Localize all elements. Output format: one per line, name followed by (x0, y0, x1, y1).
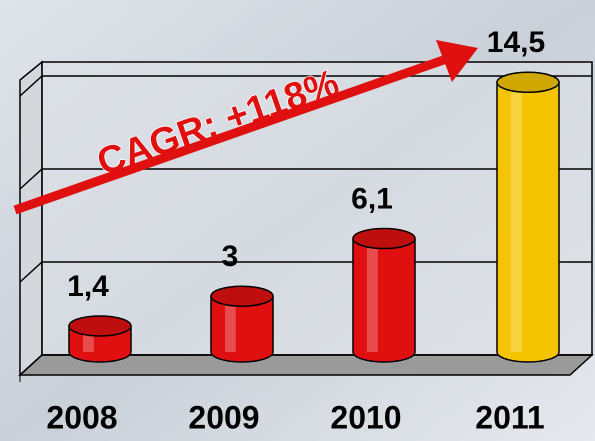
bar (496, 71, 560, 363)
value-label: 14,5 (487, 26, 545, 59)
bar (68, 315, 132, 363)
value-label: 3 (222, 240, 239, 273)
side-wall (19, 60, 43, 377)
bar-highlight (366, 238, 378, 352)
grid-line (19, 168, 592, 190)
bar (352, 227, 416, 363)
bar-highlight (224, 296, 236, 352)
bar-body (210, 295, 274, 363)
value-label: 6,1 (351, 182, 393, 215)
arrow-shaft (13, 51, 457, 215)
bar-top (210, 285, 274, 307)
arrow-head (436, 40, 478, 82)
bar (210, 285, 274, 363)
x-tick-label: 2009 (188, 399, 259, 435)
bar-highlight (82, 325, 94, 352)
x-tick-label: 2010 (330, 399, 401, 435)
x-tick-label: 2008 (46, 399, 117, 435)
bar-body (496, 81, 560, 363)
bar-top (496, 71, 560, 94)
bar-highlight (510, 82, 522, 353)
bar-top (352, 227, 416, 250)
x-tick-label: 2011 (475, 399, 544, 435)
bar-top (68, 315, 132, 337)
bar-body (352, 237, 416, 363)
value-label: 1,4 (67, 270, 109, 303)
